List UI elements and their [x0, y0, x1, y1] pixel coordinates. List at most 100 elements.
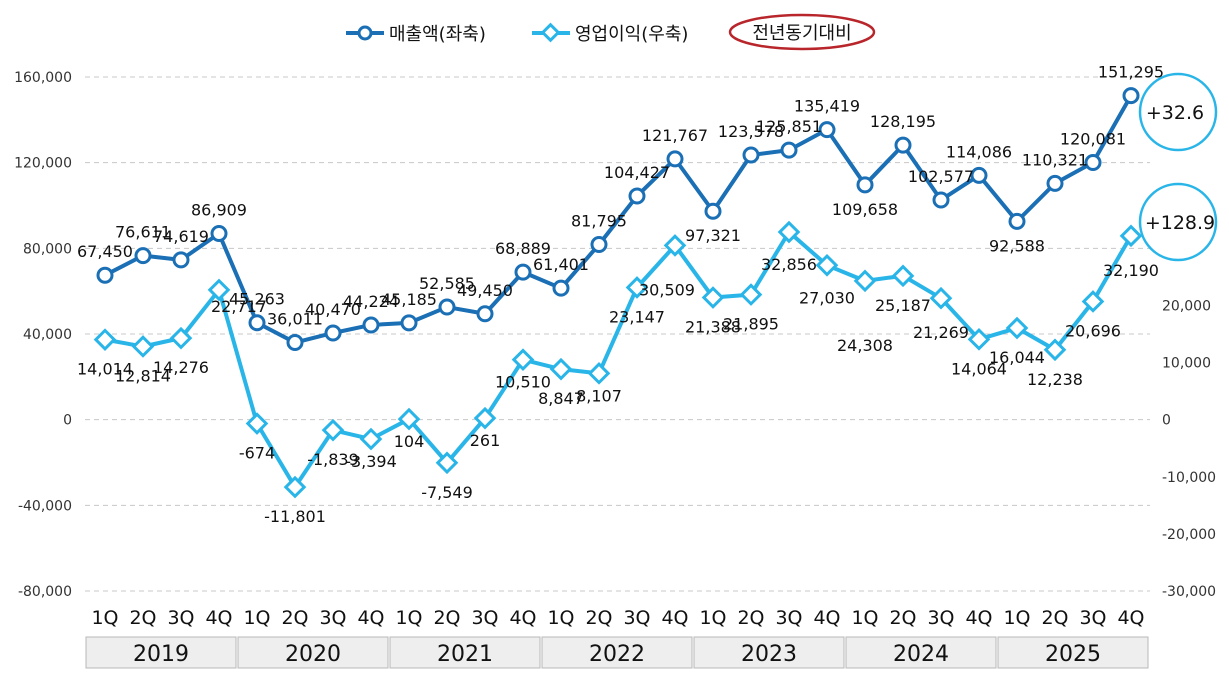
sales-data-label: 45,185	[381, 290, 437, 309]
series-point	[818, 121, 836, 139]
quarter-label: 3Q	[471, 607, 498, 629]
badge-sales-ring	[1138, 72, 1218, 152]
series-point	[248, 314, 266, 332]
series-point	[1084, 153, 1102, 171]
right-tick-label: 10,000	[1162, 356, 1211, 372]
series-point	[587, 362, 611, 385]
right-tick-label: -30,000	[1162, 584, 1216, 600]
quarter-label: 2Q	[129, 607, 156, 629]
series-point	[628, 187, 646, 205]
series-point	[473, 406, 497, 430]
profit-data-label: 21,269	[913, 323, 969, 342]
sales-data-label: 123,578	[718, 122, 784, 141]
quarter-label: 4Q	[509, 607, 536, 629]
profit-data-label: 27,030	[799, 288, 855, 307]
sales-data-label: 120,081	[1060, 129, 1126, 148]
badge-profit-ring	[1138, 182, 1218, 262]
x-axis: 1Q 2Q 3Q 4Q 1Q 2Q 3Q 4Q 1Q 2Q 3Q 4Q 1Q 2Q 3Q 4Q 1Q 2Q 3Q 4Q…	[85, 607, 1149, 669]
year-box	[541, 636, 693, 669]
profit-data-label: 20,696	[1065, 321, 1121, 340]
sales-data-label: 135,419	[794, 97, 860, 116]
series-line	[104, 230, 1133, 490]
quarter-label: 4Q	[661, 607, 688, 629]
series-point	[1008, 212, 1026, 230]
year-box	[845, 636, 997, 669]
sales-data-label: 151,295	[1098, 63, 1164, 82]
series-point	[815, 253, 839, 277]
profit-data-label: 32,190	[1103, 261, 1159, 280]
profit-data-label: 8,107	[576, 386, 622, 405]
series-point	[476, 305, 494, 323]
sales-data-label: 67,450	[77, 242, 133, 261]
profit-data-label: 14,064	[951, 359, 1007, 378]
right-tick-label: -20,000	[1162, 527, 1216, 543]
sales-data-label: 40,470	[305, 300, 361, 319]
series-point	[856, 176, 874, 194]
year-label: 2021	[437, 642, 493, 667]
series-point	[362, 316, 380, 334]
series-point	[324, 324, 342, 342]
series-point	[286, 334, 304, 352]
year-box	[693, 636, 845, 669]
sales-data-label: 76,611	[115, 223, 171, 242]
year-label: 2025	[1045, 642, 1101, 667]
sales-data-label: 68,889	[495, 239, 551, 258]
sales-data-label: 52,585	[419, 274, 475, 293]
profit-data-label: -1,839	[307, 450, 359, 469]
quarter-label: 2Q	[889, 607, 916, 629]
quarter-label: 3Q	[167, 607, 194, 629]
legend-note: 전년동기대비	[752, 23, 851, 44]
quarter-label: 4Q	[965, 607, 992, 629]
badge-sales-text: +32.6	[1146, 102, 1204, 124]
profit-data-label: 32,856	[761, 255, 817, 274]
series-point	[780, 141, 798, 159]
sales-data-label: 104,427	[604, 163, 670, 182]
profit-data-label: -11,801	[264, 507, 326, 526]
sales-data-label: 128,195	[870, 112, 936, 131]
series-point	[397, 407, 421, 431]
sales-data-label: 110,321	[1022, 150, 1088, 169]
series-point	[932, 191, 950, 209]
quarter-label: 3Q	[1079, 607, 1106, 629]
quarter-label: 2Q	[1041, 607, 1068, 629]
series-point	[1081, 290, 1105, 313]
year-label: 2020	[285, 642, 341, 667]
right-axis: -30,000 -20,000 -10,000 0 10,000 20,000	[1162, 298, 1216, 600]
series-point	[590, 235, 608, 253]
quarter-label: 3Q	[775, 607, 802, 629]
year-label: 2019	[133, 642, 189, 667]
series-point	[321, 418, 345, 442]
sales-data-label: 86,909	[191, 201, 247, 220]
legend-marker-sales	[357, 25, 373, 41]
series-point	[552, 279, 570, 297]
quarter-label: 1Q	[243, 607, 270, 629]
series-point	[704, 202, 722, 220]
profit-data-label: 14,276	[153, 358, 209, 377]
profit-data-label: 16,044	[989, 348, 1045, 367]
series-point	[435, 451, 459, 475]
profit-data-label: 21,388	[685, 318, 741, 337]
sales-data-label: 74,619	[153, 227, 209, 246]
series-point	[1005, 316, 1029, 340]
quarter-label: 1Q	[851, 607, 878, 629]
year-box	[85, 636, 237, 669]
right-tick-label: -10,000	[1162, 470, 1216, 486]
quarter-label: 2Q	[737, 607, 764, 629]
legend-marker-profit	[540, 22, 561, 43]
profit-data-label: 25,187	[875, 296, 931, 315]
sales-data-label: 114,086	[946, 142, 1012, 161]
left-tick-label: 120,000	[14, 156, 72, 172]
legend-note-oval	[728, 13, 876, 51]
quarter-label: 1Q	[699, 607, 726, 629]
year-box	[237, 636, 389, 669]
sales-data-label: 97,321	[685, 226, 741, 245]
legend-label-profit: 영업이익(우축)	[575, 24, 688, 45]
year-box	[389, 636, 541, 669]
sales-data-label: 61,401	[533, 255, 589, 274]
series-point	[891, 264, 915, 288]
profit-data-label: -3,394	[345, 452, 397, 471]
profit-data-label: 22,717	[211, 297, 267, 316]
year-label: 2024	[893, 642, 949, 667]
left-tick-label: 40,000	[23, 327, 72, 343]
